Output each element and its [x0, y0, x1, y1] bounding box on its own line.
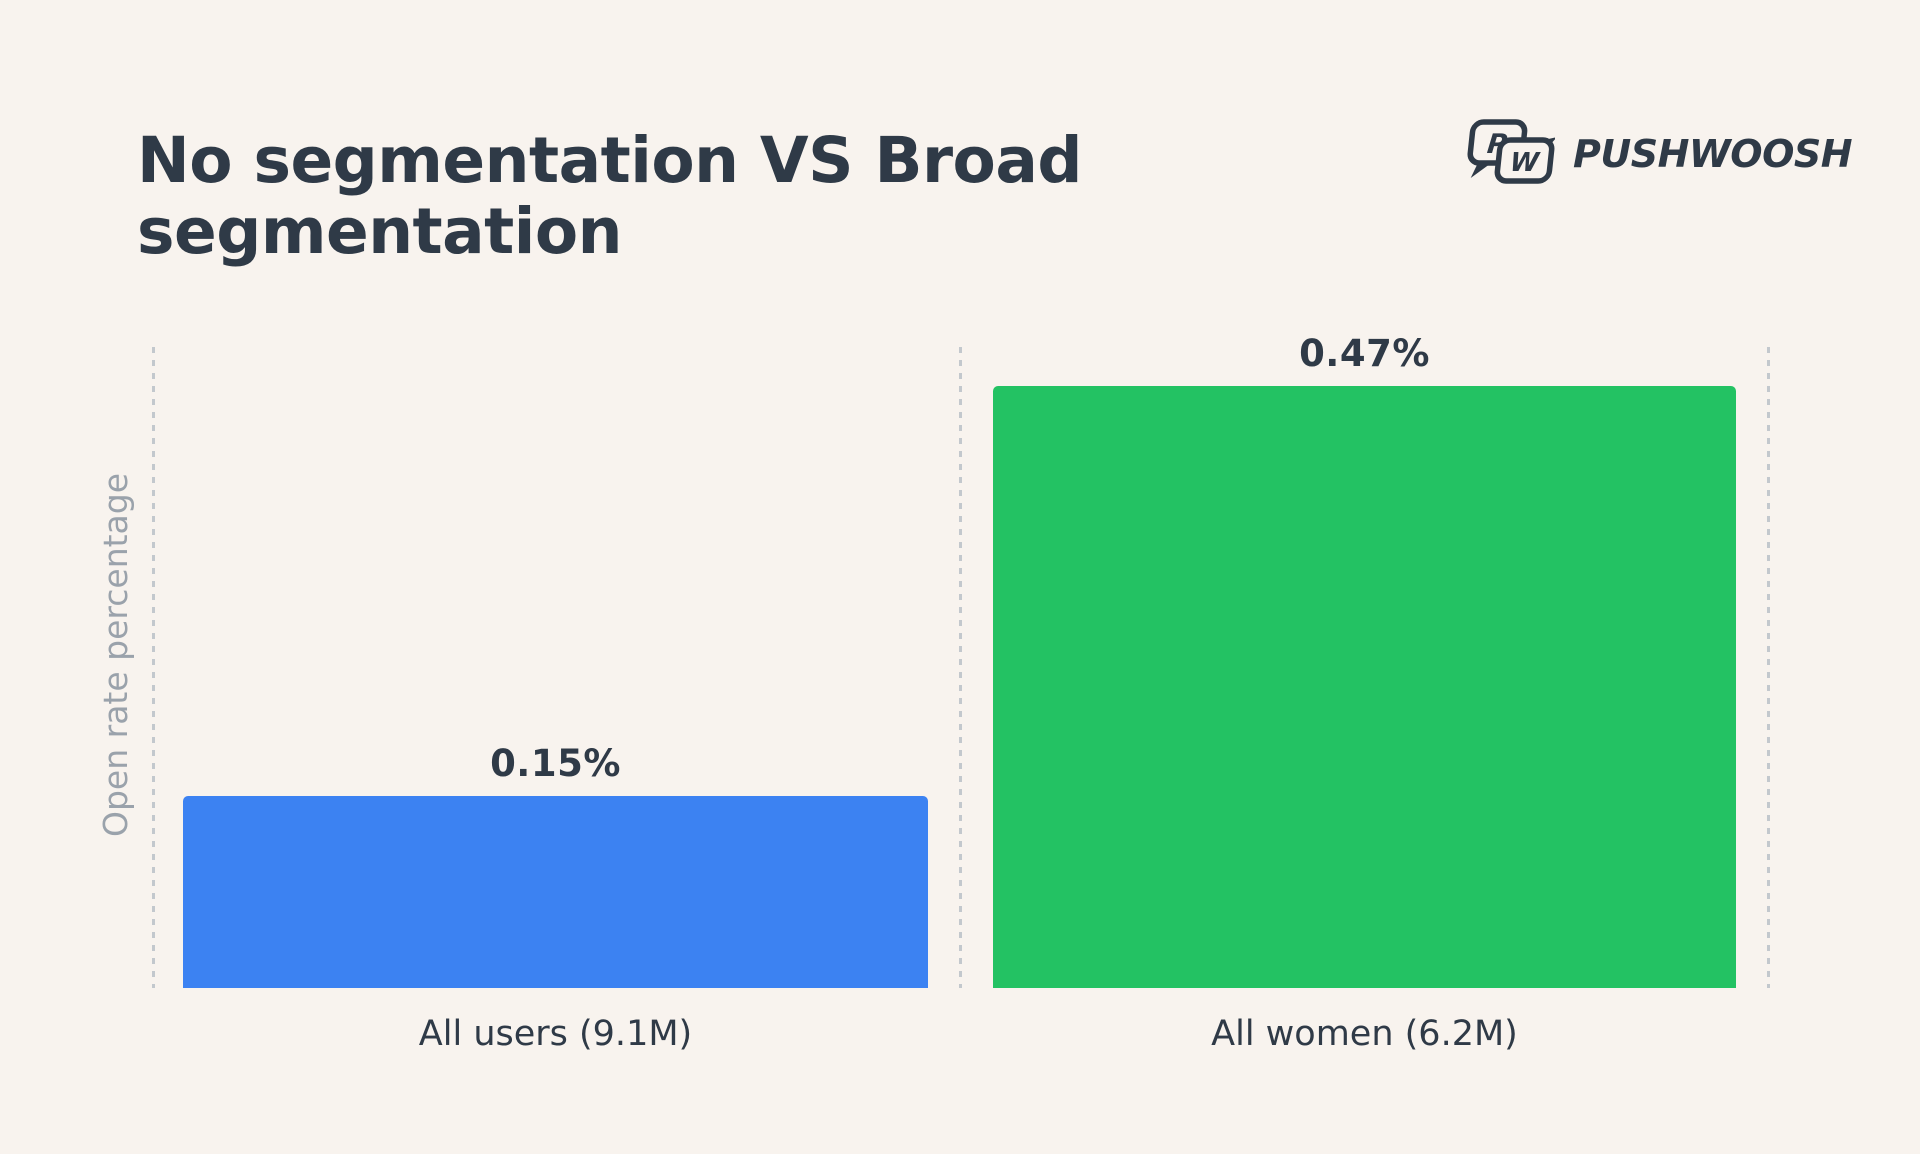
pushwoosh-speech-bubbles-icon: P W [1463, 118, 1558, 190]
category-label-all-women: All women (6.2M) [1211, 1014, 1518, 1054]
brand-wordmark: PUSHWOOSH [1573, 132, 1853, 176]
bar-all-users [183, 796, 928, 988]
category-label-all-users: All users (9.1M) [418, 1014, 693, 1054]
bar-all-women [993, 386, 1736, 988]
value-label-all-users: 0.15% [490, 742, 621, 785]
dashed-guide-left [152, 347, 155, 988]
value-label-all-women: 0.47% [1299, 332, 1430, 375]
y-axis-label: Open rate percentage [96, 472, 135, 837]
svg-text:W: W [1508, 148, 1541, 178]
page-title: No segmentation VS Broad segmentation [137, 124, 1082, 268]
dashed-guide-right [1767, 347, 1770, 988]
brand-logo: P W PUSHWOOSH [1463, 118, 1853, 190]
dashed-guide-middle [959, 347, 962, 988]
